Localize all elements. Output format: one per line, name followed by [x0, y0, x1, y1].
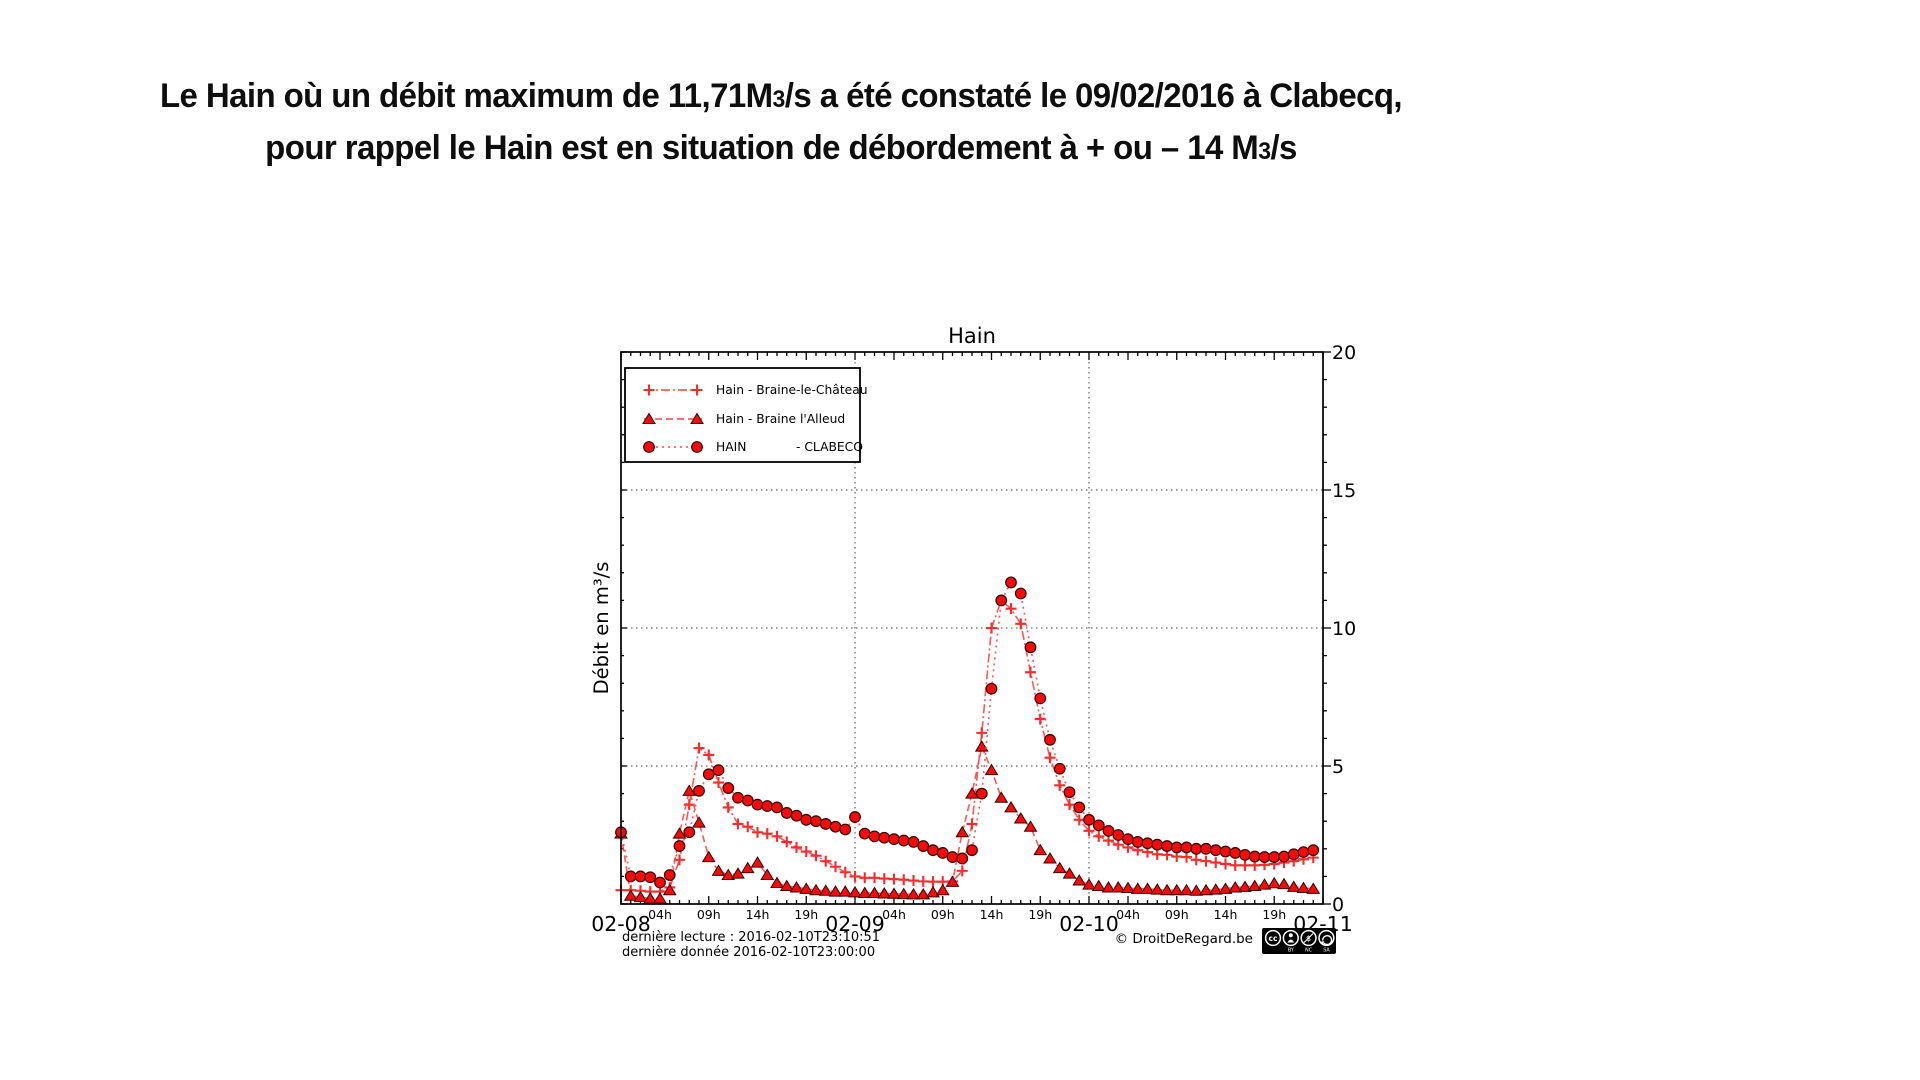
svg-text:dernière donnée 2016-02-10T23: dernière donnée 2016-02-10T23:00:00	[622, 945, 875, 960]
svg-text:09h: 09h	[1165, 907, 1189, 922]
sa-share-alike-icon	[1320, 935, 1333, 946]
svg-text:04h: 04h	[648, 907, 672, 922]
last-read-text: dernière lecture : 2016-02-10T23:10:51	[622, 930, 880, 945]
svg-text:04h: 04h	[1116, 907, 1140, 922]
series-braine-l-alleud	[614, 740, 1321, 904]
flow-chart: 0 5 10 15 20 02-08 04h 09h 14h 19h 02-09 04h 09h 14h 1…	[460, 300, 1480, 1000]
svg-text:10: 10	[1332, 618, 1356, 640]
svg-text:cc: cc	[1269, 934, 1278, 943]
svg-text:20: 20	[1332, 342, 1356, 364]
svg-text:BY: BY	[1288, 948, 1294, 954]
svg-text:SA: SA	[1323, 948, 1330, 954]
svg-text:02-08: 02-08	[591, 912, 651, 936]
svg-text:02-09: 02-09	[825, 912, 885, 936]
svg-text:Hain - Braine l'Alleud: Hain - Braine l'Alleud	[716, 412, 845, 426]
copyright-text: © DroitDeRegard.be	[1115, 931, 1253, 947]
nc-no-dollar-icon: $	[1303, 933, 1314, 943]
series-clabecq	[615, 576, 1320, 889]
y-axis-title: Débit en m³/s	[590, 562, 613, 695]
y-axis-labels: 0 5 10 15 20	[1332, 342, 1356, 916]
svg-text:0: 0	[1332, 894, 1344, 916]
svg-text:19h: 19h	[1028, 907, 1052, 922]
svg-text:NC: NC	[1305, 948, 1313, 954]
cc-license-badge: cc $ BY NC SA	[1262, 928, 1336, 954]
svg-text:Hain: Hain	[948, 324, 996, 348]
svg-text:HAIN: HAIN	[716, 440, 746, 454]
svg-text:dernière lecture : 2016-02-10T: dernière lecture : 2016-02-10T23:10:51	[622, 930, 880, 945]
svg-text:5: 5	[1332, 756, 1344, 778]
page-title-line2: pour rappel le Hain est en situation de …	[265, 129, 1297, 167]
svg-text:09h: 09h	[931, 907, 955, 922]
svg-text:02-10: 02-10	[1059, 912, 1119, 936]
legend: Hain - Braine-le-Château Hain - Braine l'…	[624, 367, 868, 463]
series-braine-le-chateau	[615, 594, 1319, 898]
svg-text:Hain - Braine-le-Château: Hain - Braine-le-Château	[716, 383, 868, 397]
page-title: Le Hain où un débit maximum de 11,71M3/s…	[23, 72, 1538, 176]
svg-text:14h: 14h	[980, 907, 1004, 922]
chart-title: Hain	[948, 324, 996, 348]
svg-text:© DroitDeRegard.be: © DroitDeRegard.be	[1115, 931, 1253, 947]
svg-text:Débit en m³/s: Débit en m³/s	[590, 562, 613, 695]
svg-text:19h: 19h	[794, 907, 818, 922]
svg-text:14h: 14h	[746, 907, 770, 922]
plot-frame	[620, 351, 1324, 905]
svg-text:19h: 19h	[1262, 907, 1286, 922]
svg-text:14h: 14h	[1214, 907, 1238, 922]
by-person-icon	[1287, 933, 1295, 943]
page-title-line1: Le Hain où un débit maximum de 11,71M3/s…	[159, 77, 1403, 115]
svg-text:04h: 04h	[882, 907, 906, 922]
last-data-text: dernière donnée 2016-02-10T23:00:00	[622, 945, 875, 960]
svg-text:15: 15	[1332, 480, 1356, 502]
svg-text:- CLABECQ: - CLABECQ	[796, 440, 863, 454]
svg-text:09h: 09h	[697, 907, 721, 922]
